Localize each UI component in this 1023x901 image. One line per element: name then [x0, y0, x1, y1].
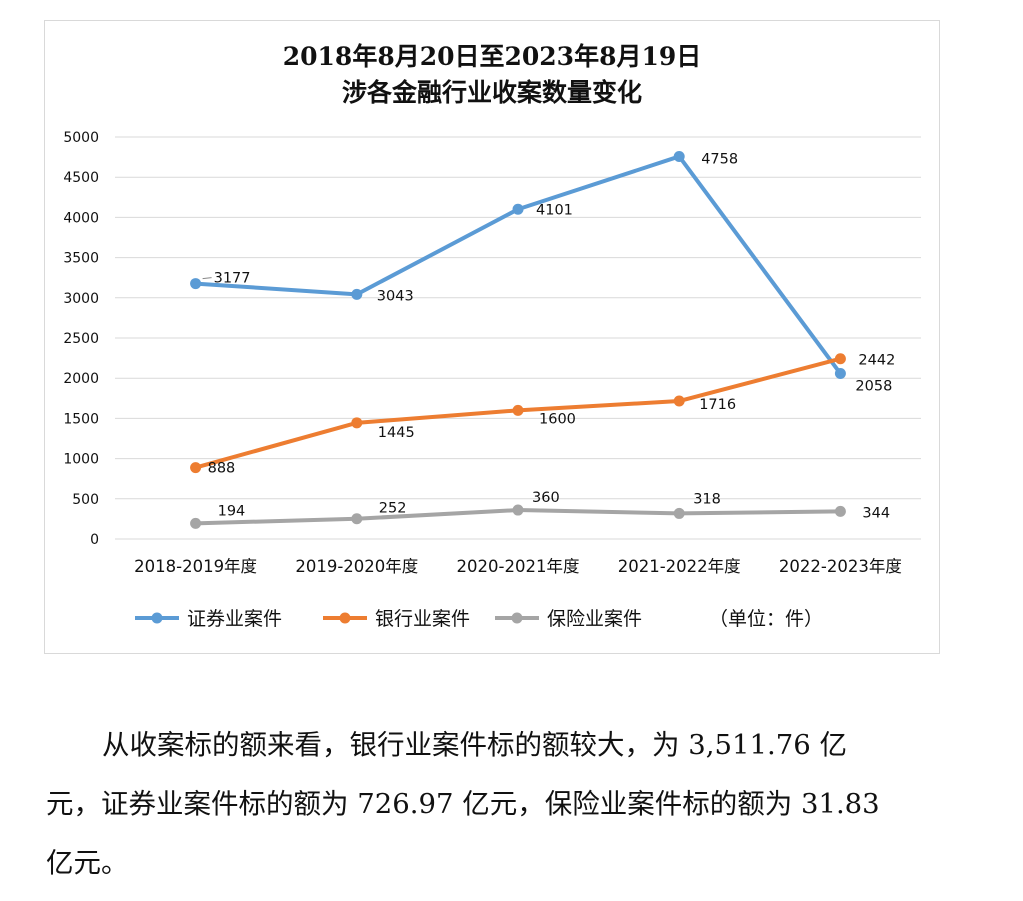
- data-label: 2442: [858, 353, 895, 369]
- x-tick-label: 2019-2020年度: [295, 557, 418, 576]
- legend-swatch-marker: [339, 612, 351, 624]
- y-tick-label: 2500: [63, 331, 99, 347]
- data-point: [834, 505, 846, 517]
- legend-swatch-marker: [151, 612, 163, 624]
- data-label: 3177: [214, 271, 251, 287]
- data-label: 252: [379, 501, 407, 517]
- y-tick-label: 1500: [63, 411, 99, 427]
- data-label: 194: [218, 503, 246, 519]
- legend-label: 银行业案件: [375, 608, 470, 630]
- data-point: [190, 278, 202, 290]
- data-label: 344: [862, 505, 890, 521]
- data-point: [673, 150, 685, 162]
- y-tick-label: 4000: [63, 210, 99, 226]
- x-tick-label: 2020-2021年度: [457, 557, 580, 576]
- data-point: [190, 517, 202, 529]
- data-point: [512, 203, 524, 215]
- y-tick-label: 500: [72, 492, 99, 508]
- data-point: [351, 513, 363, 525]
- data-point: [834, 353, 846, 365]
- paragraph-line-2: 元，证券业案件标的额为 726.97 亿元，保险业案件标的额为 31.83: [46, 788, 880, 820]
- chart-container: 2018年8月20日至2023年8月19日 涉各金融行业收案数量变化 0 500 1…: [44, 20, 940, 654]
- data-point: [351, 417, 363, 429]
- data-point: [512, 504, 524, 516]
- chart-title-line-2: 涉各金融行业收案数量变化: [342, 78, 642, 107]
- data-label: 2058: [855, 379, 892, 395]
- data-point: [190, 462, 202, 474]
- data-label: 1600: [539, 411, 576, 427]
- data-label: 4101: [536, 202, 573, 218]
- line-chart: 2018年8月20日至2023年8月19日 涉各金融行业收案数量变化 0 500 1…: [63, 42, 921, 630]
- body-paragraph: 从收案标的额来看，银行业案件标的额较大，为 3,511.76 亿 元，证券业案件…: [46, 716, 1006, 893]
- y-tick-label: 3000: [63, 291, 99, 307]
- data-label: 4758: [701, 151, 738, 167]
- legend-swatch-marker: [511, 612, 523, 624]
- paragraph-line-3: 亿元。: [46, 847, 129, 879]
- y-tick-label: 0: [90, 532, 99, 548]
- data-label: 1445: [378, 425, 415, 441]
- series-line-0: [193, 154, 843, 376]
- data-point: [834, 368, 846, 380]
- y-tick-label: 2000: [63, 371, 99, 387]
- data-label: 318: [693, 491, 721, 507]
- data-point: [673, 507, 685, 519]
- chart-title-line-1: 2018年8月20日至2023年8月19日: [283, 42, 702, 71]
- y-tick-label: 5000: [63, 130, 99, 146]
- data-label: 3043: [377, 288, 414, 304]
- x-tick-label: 2021-2022年度: [618, 557, 741, 576]
- data-label: 1716: [699, 397, 736, 413]
- data-point: [351, 288, 363, 300]
- x-tick-label: 2022-2023年度: [779, 557, 902, 576]
- x-tick-label: 2018-2019年度: [134, 557, 257, 576]
- legend-unit-note: （单位：件）: [709, 608, 823, 630]
- data-label: 888: [208, 461, 236, 477]
- label-leader-line: [202, 277, 212, 280]
- legend-label: 保险业案件: [547, 608, 642, 630]
- paragraph-line-1: 从收案标的额来看，银行业案件标的额较大，为 3,511.76 亿: [102, 729, 847, 761]
- legend-label: 证券业案件: [187, 608, 282, 630]
- y-tick-label: 1000: [63, 452, 99, 468]
- data-point: [512, 404, 524, 416]
- y-tick-label: 3500: [63, 251, 99, 267]
- y-tick-label: 4500: [63, 170, 99, 186]
- data-label: 360: [532, 490, 560, 506]
- data-point: [673, 395, 685, 407]
